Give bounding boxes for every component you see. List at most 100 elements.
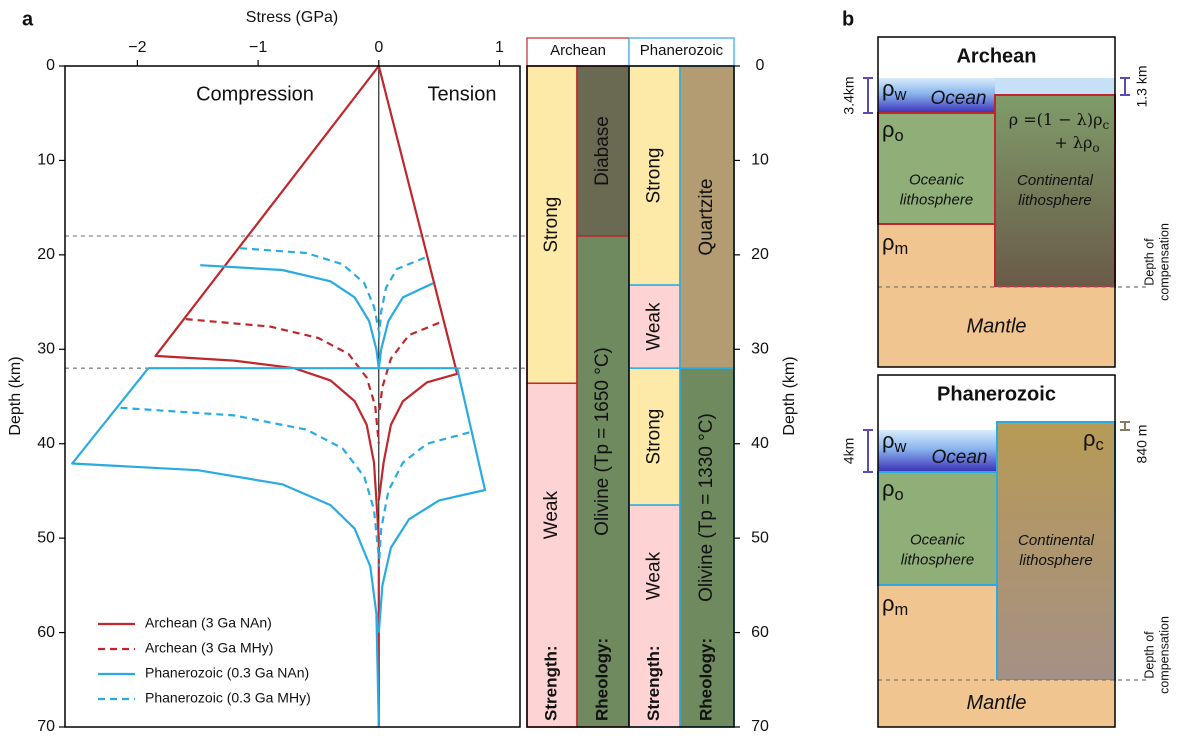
density-symbol: ρm [882, 591, 908, 620]
compensation-label: Depth of [1142, 631, 1156, 679]
density-symbol: ρo [882, 476, 904, 505]
ocean-label: Ocean [932, 447, 988, 468]
right-axis-title: Depth (km) [781, 356, 798, 435]
ocean [878, 430, 997, 472]
y-axis-title: Depth (km) [7, 356, 24, 435]
mantle [878, 287, 1115, 367]
panel-frame [877, 374, 1116, 728]
formula-subscript: c [1102, 118, 1109, 132]
rho: ρ [882, 476, 895, 501]
strength-layer [526, 382, 578, 728]
strength-heading: Strength: [644, 645, 663, 721]
strength-label: Strong [644, 148, 665, 204]
strength-label: Strong [541, 197, 562, 253]
mantle-label: Mantle [966, 692, 1026, 714]
right-tick-label: 50 [751, 529, 769, 546]
y-tick-label: 50 [37, 529, 55, 546]
right-tick-label: 40 [751, 435, 769, 452]
right-tick-label: 10 [751, 152, 769, 169]
upper-mantle [878, 224, 995, 287]
oceanic-label: lithosphere [901, 551, 974, 568]
rho-subscript: m [895, 240, 909, 258]
ocean-depth-label: 4km [841, 438, 857, 464]
x-tick-label: −1 [249, 39, 267, 56]
legend-label: Archean (3 Ga NAn) [145, 615, 272, 631]
formula: + λρo [1054, 133, 1099, 155]
panel-label: b [842, 8, 854, 30]
oceanic-label: Oceanic [910, 531, 966, 548]
continental-label: Continental [1018, 532, 1095, 549]
series-line [71, 264, 487, 728]
mantle-label: Mantle [966, 315, 1026, 337]
density-symbol: ρc [1083, 426, 1104, 455]
upper-mantle [878, 585, 997, 680]
rheology-label: Olivine (Tp = 1330 °C) [696, 413, 717, 602]
compensation-label: compensation [1157, 616, 1171, 694]
y-tick-label: 10 [37, 152, 55, 169]
rho: ρ [1083, 426, 1096, 451]
oceanic-label: lithosphere [900, 191, 973, 208]
y-tick-label: 0 [46, 57, 55, 74]
y-tick-label: 30 [37, 341, 55, 358]
x-tick-label: −2 [128, 39, 146, 56]
ocean [878, 78, 995, 113]
legend-label: Archean (3 Ga MHy) [145, 640, 273, 656]
column-title: Archean [550, 42, 606, 59]
formula-part: + λρ [1054, 133, 1092, 152]
compensation-label: compensation [1157, 223, 1171, 301]
oceanic-lithosphere [877, 471, 998, 586]
legend-label: Phanerozoic (0.3 Ga MHy) [145, 690, 311, 706]
rheology-layer [576, 235, 630, 728]
annotation: Compression [196, 83, 314, 105]
right-tick-label: 30 [751, 341, 769, 358]
y-tick-label: 40 [37, 435, 55, 452]
compensation-label: Depth of [1142, 238, 1156, 286]
rheology-label: Quartzite [696, 179, 717, 256]
right-tick-label: 20 [751, 246, 769, 263]
panel-title: Phanerozoic [937, 383, 1056, 405]
rho-subscript: w [894, 438, 907, 456]
strength-layer [526, 65, 578, 385]
x-tick-label: 1 [495, 39, 504, 56]
rho-subscript: w [894, 86, 907, 104]
plot-frame [64, 65, 521, 728]
series-line [154, 65, 459, 727]
continental-label: lithosphere [1019, 552, 1092, 569]
ocean-label: Ocean [931, 88, 987, 109]
density-symbol: ρw [882, 428, 907, 457]
mantle [878, 680, 1115, 727]
continental-label: Continental [1017, 172, 1094, 189]
rheology-label: Diabase [592, 116, 613, 186]
series-line [185, 318, 440, 444]
rho: ρ [882, 117, 895, 142]
panel-title: Archean [956, 45, 1036, 67]
strength-label: Weak [644, 551, 665, 600]
x-tick-label: 0 [374, 39, 383, 56]
rheology-heading: Rheology: [696, 638, 715, 721]
right-tick-label: 60 [751, 624, 769, 641]
rho: ρ [882, 76, 895, 101]
rho-subscript: o [895, 486, 904, 504]
rho-subscript: c [1096, 436, 1104, 454]
rheology-label: Olivine (Tp = 1650 °C) [592, 347, 613, 536]
rho: ρ [882, 428, 895, 453]
density-symbol: ρo [882, 117, 904, 146]
series-line [120, 247, 470, 567]
right-tick-label: 0 [756, 57, 765, 74]
annotation: Tension [428, 83, 497, 105]
ocean-depth-label: 3.4km [841, 76, 857, 114]
right-tick-label: 70 [751, 718, 769, 735]
rheology-layer [679, 367, 735, 728]
formula: ρ =(1 − λ)ρc [1009, 110, 1110, 132]
y-tick-label: 20 [37, 246, 55, 263]
y-tick-label: 70 [37, 718, 55, 735]
rho-subscript: o [895, 127, 904, 145]
elevation-label: 840 m [1134, 425, 1150, 464]
rho-subscript: m [895, 601, 909, 619]
legend-label: Phanerozoic (0.3 Ga NAn) [145, 665, 309, 681]
continental-label: lithosphere [1018, 192, 1091, 209]
oceanic-label: Oceanic [909, 171, 965, 188]
x-axis-title: Stress (GPa) [246, 9, 338, 26]
formula-subscript: o [1092, 141, 1099, 155]
